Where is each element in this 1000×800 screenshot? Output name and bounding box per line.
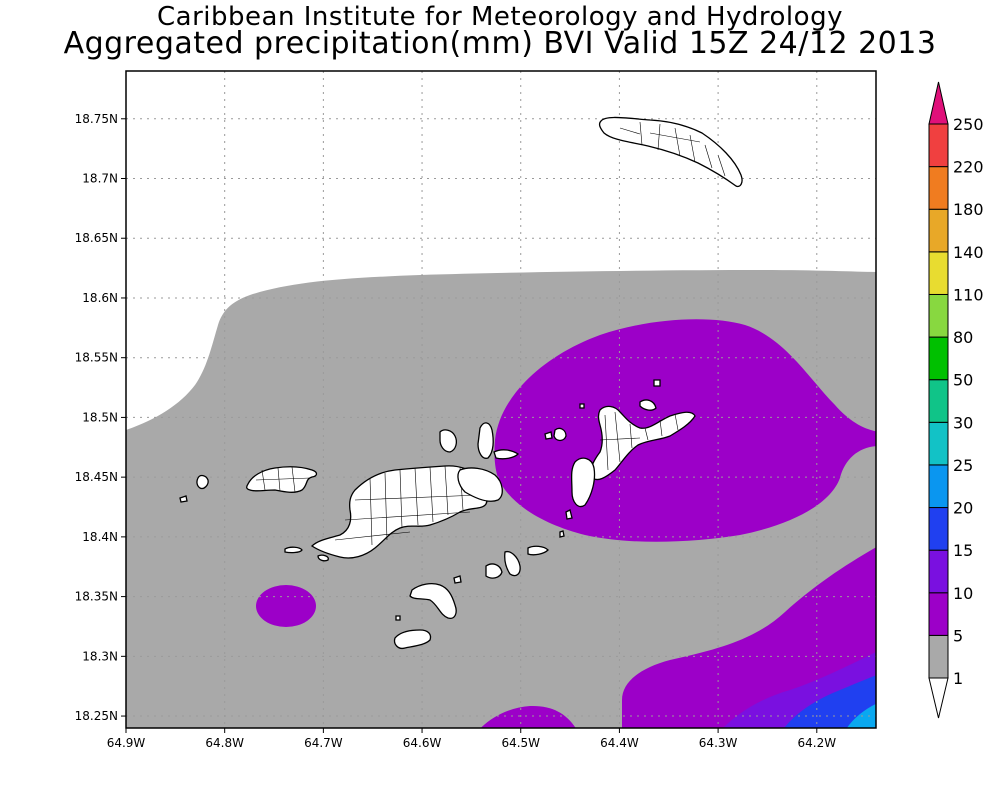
lon-tick-label: 64.3W	[699, 736, 738, 750]
colorbar-label: 220	[953, 158, 984, 177]
islet-3	[284, 546, 303, 554]
islet-11	[565, 509, 573, 520]
colorbar-label: 5	[953, 626, 963, 645]
islet-10	[579, 403, 585, 409]
colorbar-label: 10	[953, 584, 973, 603]
colorbar-segment-13	[928, 123, 949, 168]
colorbar-segment-8	[928, 336, 949, 381]
lat-tick-label: 18.65N	[75, 231, 118, 245]
colorbar-segment-3	[928, 549, 949, 594]
colorbar-segment-10	[928, 251, 949, 295]
island-south-2	[393, 629, 432, 650]
lon-tick-label: 64.5W	[501, 736, 540, 750]
lat-tick-label: 18.55N	[75, 351, 118, 365]
island-virgin-gorda	[590, 405, 696, 481]
title-line-1: Caribbean Institute for Meteorology and …	[157, 2, 843, 32]
lat-tick-label: 18.7N	[82, 172, 118, 186]
island-north-4	[457, 467, 503, 502]
lon-tick-label: 64.2W	[797, 736, 836, 750]
lat-tick-label: 18.75N	[75, 112, 118, 126]
islands	[179, 116, 743, 650]
island-south-1	[409, 583, 457, 619]
islet-9	[653, 379, 661, 387]
colorbar-top-triangle	[928, 81, 949, 125]
island-south-3	[485, 563, 503, 579]
islet-5	[570, 457, 596, 508]
colorbar-segment-2	[928, 592, 949, 636]
lon-tick-label: 64.7W	[304, 736, 343, 750]
gridlines	[126, 71, 876, 728]
precip-fields	[126, 270, 876, 728]
islet-1	[196, 474, 209, 490]
lon-tick-label: 64.8W	[205, 736, 244, 750]
islet-8	[639, 399, 657, 411]
islet-6	[553, 427, 567, 442]
islet-12	[559, 530, 565, 538]
colorbar-label: 50	[953, 371, 973, 390]
colorbar-label: 80	[953, 328, 973, 347]
precip-field-5-10mm-south	[480, 705, 576, 728]
island-st-thomas-inner	[255, 466, 311, 493]
lat-tick-label: 18.45N	[75, 470, 118, 484]
colorbar-segment-6	[928, 421, 949, 466]
island-anegada-inner	[619, 121, 726, 177]
islet-4	[317, 554, 329, 562]
colorbar-segment-1	[928, 634, 949, 679]
colorbar-segment-11	[928, 208, 949, 253]
colorbar-label: 110	[953, 285, 984, 304]
colorbar-label: 30	[953, 413, 973, 432]
island-north-2	[477, 422, 494, 459]
island-anegada	[598, 116, 743, 188]
colorbar-segment-5	[928, 464, 949, 509]
island-north-1	[439, 429, 457, 453]
lat-tick-label: 18.35N	[75, 590, 118, 604]
precip-field-5-10mm-west	[256, 585, 316, 627]
lon-tick-label: 64.4W	[600, 736, 639, 750]
colorbar-segment-12	[928, 166, 949, 210]
lat-tick-label: 18.4N	[82, 530, 118, 544]
lat-tick-label: 18.3N	[82, 649, 118, 663]
island-virgin-gorda-inner	[599, 411, 679, 471]
island-south-7	[395, 615, 401, 621]
colorbar-segment-4	[928, 507, 949, 551]
colorbar-bottom-triangle	[928, 677, 949, 719]
title-line-2: Aggregated precipitation(mm) BVI Valid 1…	[63, 26, 937, 61]
islet-7	[544, 431, 553, 440]
colorbar-segment-7	[928, 379, 949, 423]
island-south-5	[527, 545, 549, 556]
colorbar-label: 25	[953, 456, 973, 475]
colorbar-label: 15	[953, 541, 973, 560]
colorbar-label: 1	[953, 669, 963, 688]
colorbar-label: 250	[953, 115, 984, 134]
lat-tick-label: 18.6N	[82, 291, 118, 305]
island-south-4	[504, 550, 521, 577]
lat-tick-label: 18.25N	[75, 709, 118, 723]
colorbar-label: 140	[953, 243, 984, 262]
colorbar-label: 180	[953, 200, 984, 219]
lon-tick-label: 64.6W	[403, 736, 442, 750]
plot-frame	[125, 70, 877, 729]
island-tortola-st-john	[310, 465, 489, 559]
island-south-6	[453, 575, 462, 584]
map-plot-area	[125, 70, 877, 729]
island-north-3	[493, 449, 520, 460]
colorbar-label: 20	[953, 499, 973, 518]
lat-tick-label: 18.5N	[82, 410, 118, 424]
longitude-axis: 64.9W 64.8W 64.7W 64.6W 64.5W 64.4W 64.3W 64.2W	[107, 728, 836, 750]
islet-2	[179, 495, 188, 503]
lon-tick-label: 64.9W	[107, 736, 146, 750]
latitude-axis: 18.75N 18.7N 18.65N 18.6N 18.55N 18.5N 18.45N 1…	[75, 112, 126, 723]
colorbar-segment-9	[928, 293, 949, 338]
precip-field-15-20mm	[784, 675, 876, 728]
